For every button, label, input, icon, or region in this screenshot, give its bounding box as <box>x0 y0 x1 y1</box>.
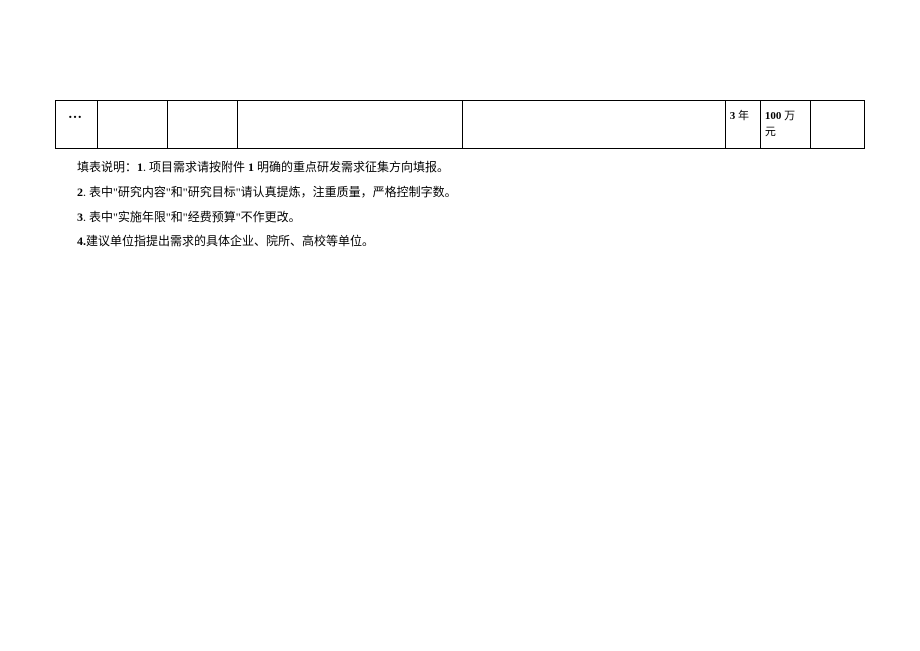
note-1-text2: 明确的重点研发需求征集方向填报。 <box>254 160 449 174</box>
cell-3 <box>168 101 238 149</box>
cell-budget: 100 万元 <box>760 101 810 149</box>
data-table: … 3 年 100 万元 <box>55 100 865 149</box>
notes-section: 填表说明：1. 项目需求请按附件 1 明确的重点研发需求征集方向填报。 2. 表… <box>55 159 865 250</box>
cell-8 <box>810 101 864 149</box>
cell-index: … <box>56 101 98 149</box>
note-4-text: 建议单位指提出需求的具体企业、院所、高校等单位。 <box>86 234 374 248</box>
table-row: … 3 年 100 万元 <box>56 101 865 149</box>
note-1-text: . 项目需求请按附件 <box>143 160 248 174</box>
note-2-text: . 表中"研究内容"和"研究目标"请认真提炼，注重质量，严格控制字数。 <box>83 185 457 199</box>
note-3: 3. 表中"实施年限"和"经费预算"不作更改。 <box>77 209 865 226</box>
duration-unit: 年 <box>735 110 749 122</box>
cell-5 <box>463 101 725 149</box>
note-4: 4.建议单位指提出需求的具体企业、院所、高校等单位。 <box>77 233 865 250</box>
budget-num: 100 <box>765 110 782 122</box>
note-2: 2. 表中"研究内容"和"研究目标"请认真提炼，注重质量，严格控制字数。 <box>77 184 865 201</box>
page-container: … 3 年 100 万元 填表说明：1. 项目需求请按附件 1 明确的重点研发需… <box>0 0 920 250</box>
note-1: 填表说明：1. 项目需求请按附件 1 明确的重点研发需求征集方向填报。 <box>77 159 865 176</box>
ellipsis-text: … <box>60 107 82 122</box>
cell-duration: 3 年 <box>725 101 760 149</box>
note-3-text: . 表中"实施年限"和"经费预算"不作更改。 <box>83 210 301 224</box>
note-label: 填表说明： <box>77 160 137 174</box>
cell-4 <box>238 101 463 149</box>
note-4-num: 4. <box>77 234 86 248</box>
cell-2 <box>98 101 168 149</box>
